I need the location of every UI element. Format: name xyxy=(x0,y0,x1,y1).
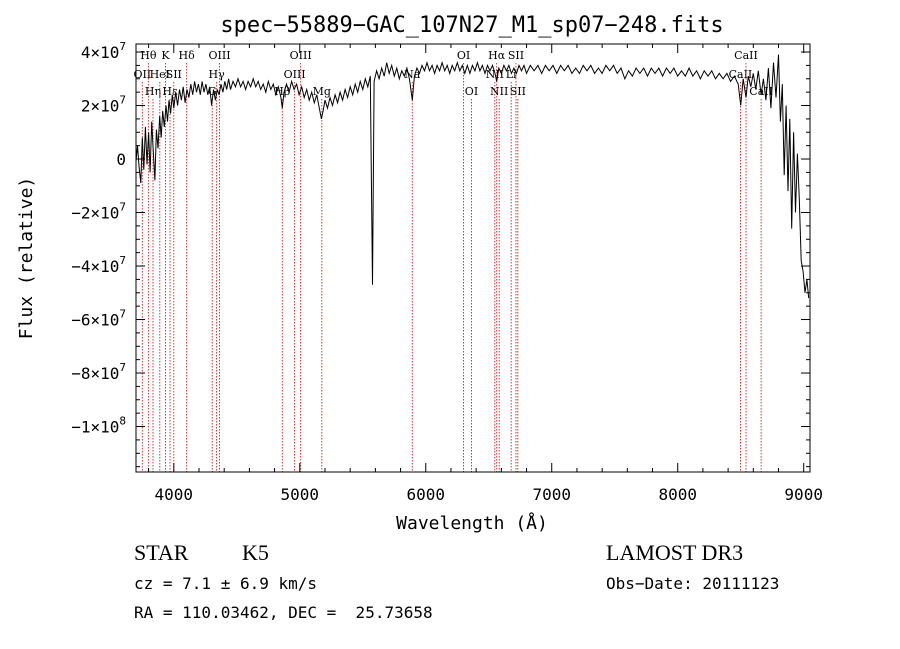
marker-label-3: HeI xyxy=(150,68,170,81)
x-tick-label-0: 4000 xyxy=(155,485,194,504)
marker-label-13: OIII xyxy=(290,49,312,62)
marker-label-6: SII xyxy=(166,68,182,81)
marker-label-7: Hδ xyxy=(179,49,196,62)
y-tick-label-6: −8×107 xyxy=(71,361,126,383)
x-tick-label-1: 5000 xyxy=(281,485,320,504)
marker-label-25: CaII xyxy=(734,49,758,62)
flux-series xyxy=(135,54,810,299)
marker-label-4: K xyxy=(161,49,170,62)
y-tick-label-5: −6×107 xyxy=(71,308,126,330)
marker-label-14: Mg xyxy=(313,85,331,98)
marker-label-22: SII xyxy=(508,49,524,62)
marker-label-9: Hγ xyxy=(209,68,226,81)
x-axis-ticks: 4000 5000 6000 7000 8000 9000 xyxy=(148,44,823,504)
survey-name: LAMOST DR3 xyxy=(606,540,744,565)
y-axis-label: Flux (relative) xyxy=(16,177,37,340)
x-tick-label-3: 7000 xyxy=(532,485,571,504)
y-tick-label-7: −1×108 xyxy=(71,415,126,437)
x-tick-label-2: 6000 xyxy=(406,485,445,504)
emission-line-markers: OIIHθHηHeIKHεSIIHδGHγOIIIHβOIIIOIIIMgNaO… xyxy=(133,49,773,472)
spectrum-chart: spec−55889−GAC_107N27_M1_sp07−248.fits O… xyxy=(16,13,823,534)
redshift-text: cz = 7.1 ± 6.9 km/s xyxy=(134,574,318,593)
flux-line xyxy=(135,54,810,299)
marker-label-10: OIII xyxy=(208,49,230,62)
marker-label-0: OII xyxy=(133,68,151,81)
y-tick-label-2: 0 xyxy=(116,150,126,169)
object-class: STAR xyxy=(134,540,189,565)
y-tick-label-4: −4×107 xyxy=(71,254,126,276)
x-tick-label-5: 9000 xyxy=(784,485,823,504)
marker-label-8: G xyxy=(208,85,217,98)
marker-label-2: Hη xyxy=(145,85,161,98)
marker-label-19: Hα xyxy=(488,49,506,62)
observation-date: Obs−Date: 20111123 xyxy=(606,574,780,593)
object-subclass: K5 xyxy=(242,540,269,565)
y-tick-label-0: 4×107 xyxy=(81,40,126,62)
x-tick-label-4: 8000 xyxy=(658,485,697,504)
y-axis-ticks: 4×107 2×107 0 −2×107 −4×107 −6×107 −8×107 −1×10… xyxy=(71,40,810,468)
marker-label-23: SII xyxy=(510,85,526,98)
chart-title: spec−55889−GAC_107N27_M1_sp07−248.fits xyxy=(220,13,723,38)
coordinates-text: RA = 110.03462, DEC = 25.73658 xyxy=(134,603,433,622)
y-tick-label-3: −2×107 xyxy=(71,201,126,223)
marker-label-20: NII xyxy=(490,85,508,98)
marker-label-16: OI xyxy=(457,49,470,62)
marker-label-24: CaII xyxy=(729,68,753,81)
plot-frame xyxy=(135,43,811,473)
marker-label-1: Hθ xyxy=(140,49,157,62)
marker-label-12: OIII xyxy=(284,68,306,81)
x-axis-label: Wavelength (Å) xyxy=(396,512,548,534)
marker-label-17: OI xyxy=(465,85,478,98)
y-tick-label-1: 2×107 xyxy=(81,94,126,116)
marker-label-15: Na xyxy=(404,68,421,81)
